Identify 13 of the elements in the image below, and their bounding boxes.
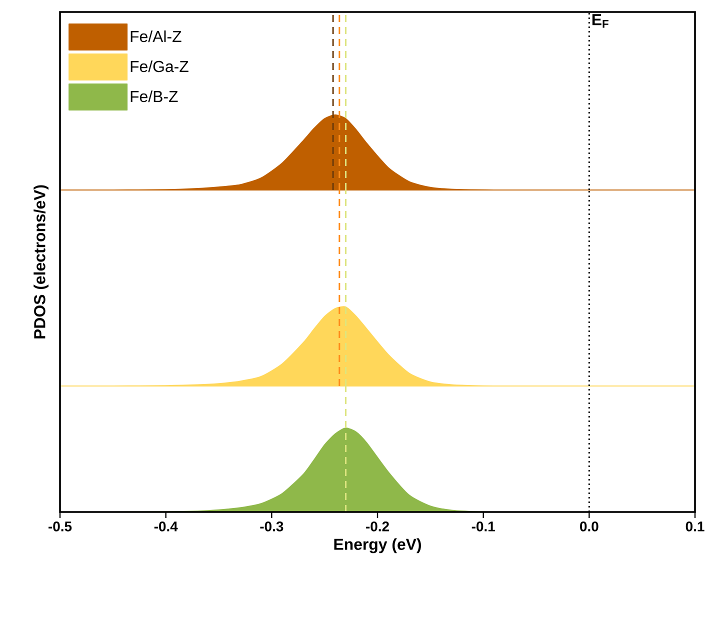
ref-line-label: E$_{F}$ <box>592 14 608 28</box>
x-tick-label: -0.4 <box>154 521 178 532</box>
y-axis-title: PDOS (electrons/eV) <box>34 185 48 338</box>
x-tick-label: 0.1 <box>686 521 704 532</box>
x-tick-label: -0.2 <box>366 521 389 532</box>
x-tick-label: 0.0 <box>580 521 598 532</box>
x-tick-label: -0.1 <box>472 521 495 532</box>
x-axis-title: Energy (eV) <box>334 538 421 554</box>
legend-label: Fe/Ga-Z <box>130 60 188 72</box>
x-tick-label: -0.5 <box>48 521 72 532</box>
legend-label: Fe/B-Z <box>130 90 178 102</box>
legend-label: Fe/Al-Z <box>130 30 182 42</box>
x-tick-label: -0.3 <box>260 521 284 532</box>
